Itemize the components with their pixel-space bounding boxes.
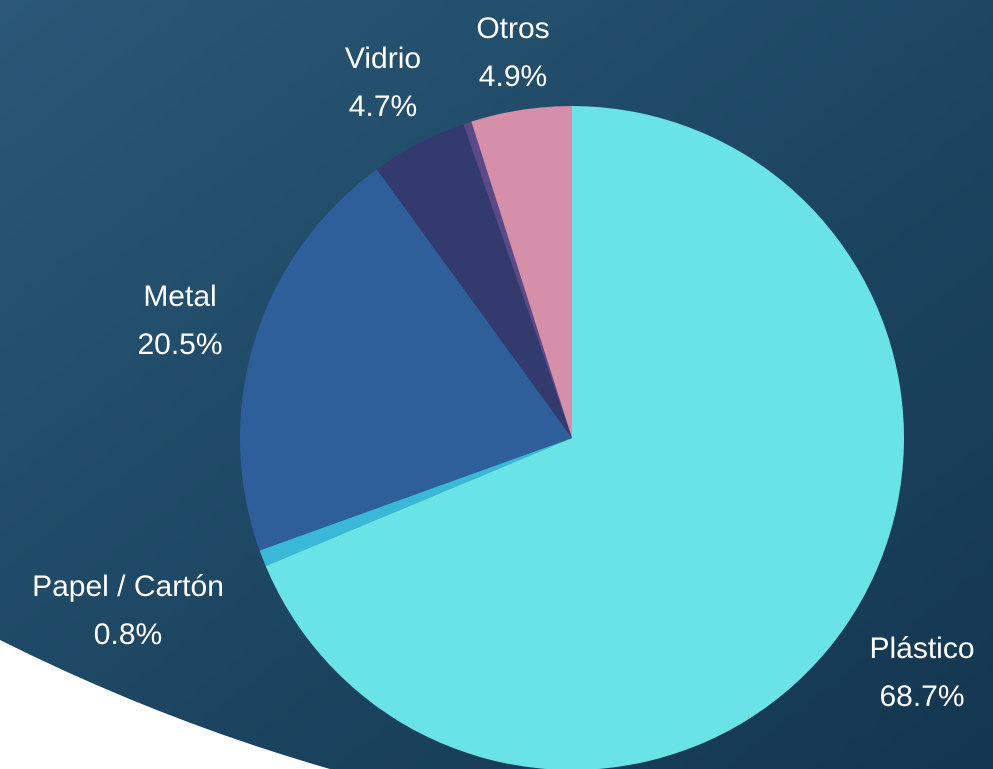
slice-label: Papel / Cartón [32, 570, 224, 603]
pie-slice [471, 106, 572, 438]
slice-value-label: 68.7% [879, 680, 964, 713]
slice-label: Otros [476, 12, 549, 45]
pie-slice [463, 121, 572, 439]
pie-slice [376, 124, 572, 438]
white-curve [0, 640, 330, 769]
pie-slice [265, 106, 904, 769]
slice-label: Metal [143, 280, 216, 313]
slice-value-label: 0.8% [94, 618, 162, 651]
slice-label: Plástico [869, 632, 974, 665]
pie-slice [239, 169, 572, 551]
slice-value-label: 4.9% [479, 60, 547, 93]
slice-label: Vidrio [345, 42, 421, 75]
pie-slice [259, 438, 572, 567]
slice-value-label: 20.5% [137, 328, 222, 361]
slice-value-label: 4.7% [349, 90, 417, 123]
